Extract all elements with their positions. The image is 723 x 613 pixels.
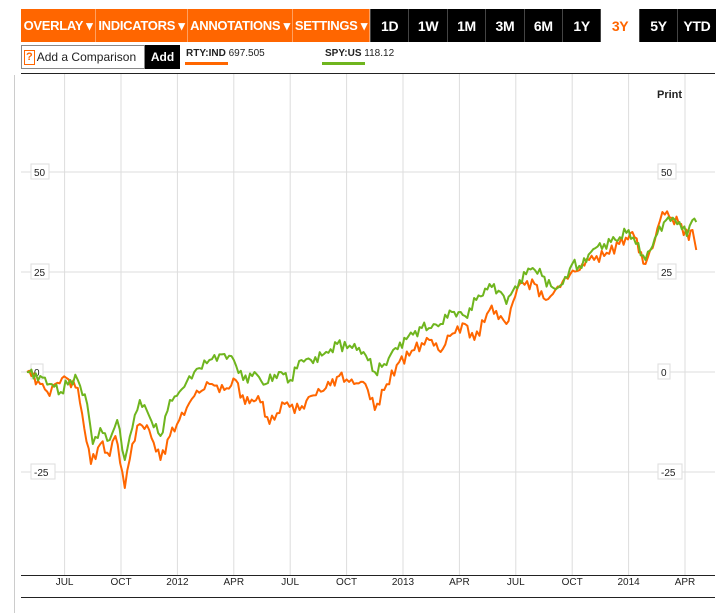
x-tick-label: 2013 [391, 577, 415, 588]
y-tick-box [657, 163, 677, 180]
x-tick-label: APR [449, 577, 470, 588]
legend-rty-swatch [185, 62, 228, 65]
range-3y[interactable]: 3Y [600, 9, 639, 42]
x-tick-label: JUL [55, 577, 74, 588]
comparison-placeholder: Add a Comparison [36, 50, 137, 64]
series-line-spy [26, 216, 698, 461]
legend-symbol: SPY:US [325, 48, 362, 59]
x-tick-label: OCT [336, 577, 358, 588]
y-tick-label-right: -25 [661, 468, 676, 479]
y-tick-label-left: -25 [34, 468, 49, 479]
help-icon[interactable]: ? [24, 49, 35, 65]
menu-indicators[interactable]: INDICATORS ▾ [96, 9, 188, 42]
print-button[interactable]: Print [657, 89, 683, 101]
y-tick-box [657, 463, 683, 480]
range-1w[interactable]: 1W [408, 9, 447, 42]
add-comparison-input[interactable]: ? Add a Comparison [21, 45, 145, 69]
chart-bottom-divider [21, 597, 715, 598]
range-3m[interactable]: 3M [485, 9, 524, 42]
chart-top-divider [21, 73, 715, 74]
range-1y[interactable]: 1Y [562, 9, 601, 42]
y-tick-label-right: 50 [661, 168, 673, 179]
legend-symbol: RTY:IND [186, 48, 226, 59]
y-tick-box [30, 263, 50, 280]
x-tick-label: APR [674, 577, 696, 588]
range-5y[interactable]: 5Y [638, 9, 678, 42]
y-tick-label-left: 25 [34, 268, 46, 279]
y-tick-box [30, 163, 50, 180]
y-tick-label-right: 25 [661, 268, 673, 279]
x-tick-label: JUL [281, 577, 300, 588]
add-comparison-button[interactable]: Add [145, 45, 180, 69]
range-1m[interactable]: 1M [446, 9, 486, 42]
x-tick-label: OCT [561, 577, 583, 588]
x-tick-label: 2012 [166, 577, 189, 588]
menu-annotations[interactable]: ANNOTATIONS ▾ [188, 9, 293, 42]
x-tick-label: JUL [506, 577, 525, 588]
menu-settings[interactable]: SETTINGS ▾ [293, 9, 370, 42]
y-tick-box [657, 363, 671, 380]
legend-rty: RTY:IND 697.505 [186, 48, 265, 59]
y-tick-label-left: 50 [34, 168, 46, 179]
menu-overlay[interactable]: OVERLAY ▾ [21, 9, 96, 42]
legend-spy: SPY:US 118.12 [325, 48, 394, 59]
x-tick-label: 2014 [617, 577, 640, 588]
range-6m[interactable]: 6M [523, 9, 562, 42]
y-tick-label-left: 0 [34, 368, 40, 379]
legend-spy-swatch [322, 62, 365, 65]
range-ytd[interactable]: YTD [677, 9, 716, 42]
chart-left-border [14, 75, 15, 613]
legend-value: 118.12 [364, 48, 395, 59]
x-tick-label: OCT [110, 577, 132, 588]
y-tick-label-right: 0 [661, 368, 667, 379]
x-tick-label: APR [223, 577, 245, 588]
y-tick-box [657, 263, 677, 280]
y-tick-box [30, 463, 56, 480]
range-1d[interactable]: 1D [370, 9, 409, 42]
x-axis-line [21, 575, 715, 576]
legend-value: 697.505 [228, 48, 265, 59]
